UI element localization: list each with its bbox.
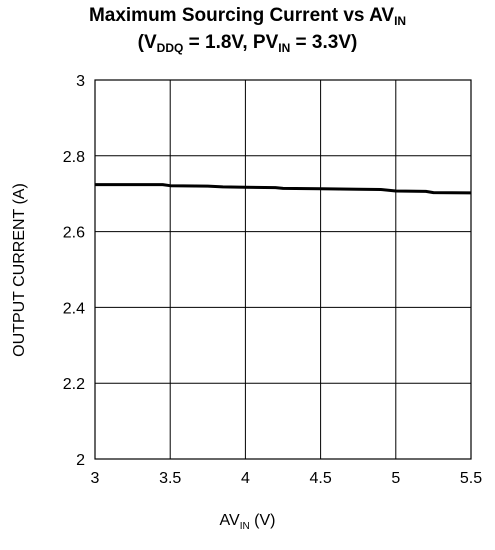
x-tick-label: 3.5 — [159, 470, 181, 487]
y-tick-label: 3 — [76, 73, 85, 90]
x-axis-label: AVIN (V) — [0, 512, 495, 532]
y-tick-label: 2.8 — [63, 149, 85, 166]
y-tick-label: 2 — [76, 452, 85, 469]
title-cond-b-sub: IN — [278, 41, 291, 55]
y-tick-label: 2.2 — [63, 376, 85, 393]
series-line — [95, 183, 472, 195]
plot-frame — [94, 79, 472, 460]
title-cond-c: = 3.3V) — [290, 32, 358, 53]
y-tick-label: 2.4 — [63, 300, 85, 317]
chart-title-line2: (VDDQ = 1.8V, PVIN = 3.3V) — [0, 32, 495, 55]
y-tick-label: 2.6 — [63, 225, 85, 242]
x-tick-label: 4 — [241, 470, 250, 487]
title-cond-a: (V — [137, 32, 157, 53]
x-axis-label-unit: (V) — [249, 512, 276, 529]
x-axis-label-sub: IN — [239, 521, 250, 532]
x-tick-label: 3 — [91, 470, 100, 487]
chart-title-line1: Maximum Sourcing Current vs AVIN — [0, 5, 495, 28]
y-axis-label: OUTPUT CURRENT (A) — [11, 183, 28, 357]
x-tick-label: 4.5 — [309, 470, 331, 487]
title-main-text: Maximum Sourcing Current vs AV — [88, 5, 395, 26]
x-axis-label-main: AV — [219, 512, 240, 529]
title-cond-b: = 1.8V, PV — [183, 32, 279, 53]
title-cond-a-sub: DDQ — [156, 41, 184, 55]
x-tick-label: 5.5 — [460, 470, 482, 487]
x-tick-label: 5 — [391, 470, 400, 487]
title-main-subscript: IN — [394, 14, 407, 28]
